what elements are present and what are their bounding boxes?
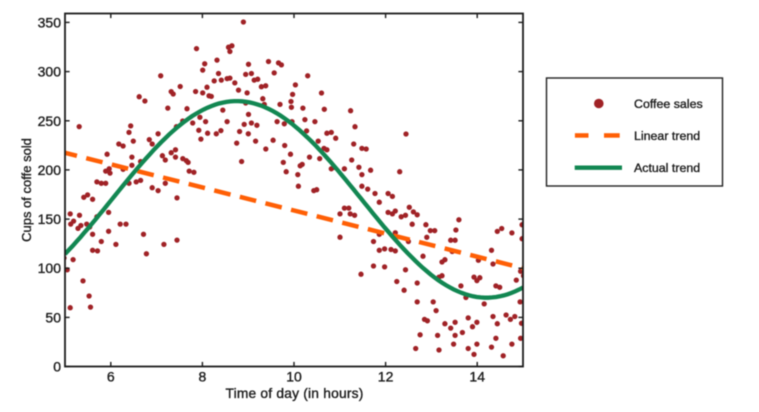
svg-text:150: 150 [38, 211, 62, 227]
svg-text:12: 12 [378, 369, 394, 385]
svg-text:350: 350 [38, 14, 62, 30]
svg-text:300: 300 [38, 64, 62, 80]
svg-text:Coffee sales: Coffee sales [634, 97, 703, 111]
svg-text:100: 100 [38, 260, 62, 276]
svg-text:0: 0 [53, 359, 61, 375]
svg-text:Cups of coffe sold: Cups of coffe sold [19, 138, 34, 242]
svg-text:Linear trend: Linear trend [634, 129, 700, 143]
svg-text:6: 6 [107, 369, 115, 385]
svg-text:200: 200 [38, 162, 62, 178]
svg-text:250: 250 [38, 113, 62, 129]
svg-text:Actual trend: Actual trend [634, 161, 700, 175]
svg-text:14: 14 [469, 369, 485, 385]
svg-text:10: 10 [286, 369, 302, 385]
svg-text:50: 50 [45, 309, 61, 325]
svg-text:8: 8 [199, 369, 207, 385]
svg-text:Time of day (in hours): Time of day (in hours) [225, 386, 363, 401]
